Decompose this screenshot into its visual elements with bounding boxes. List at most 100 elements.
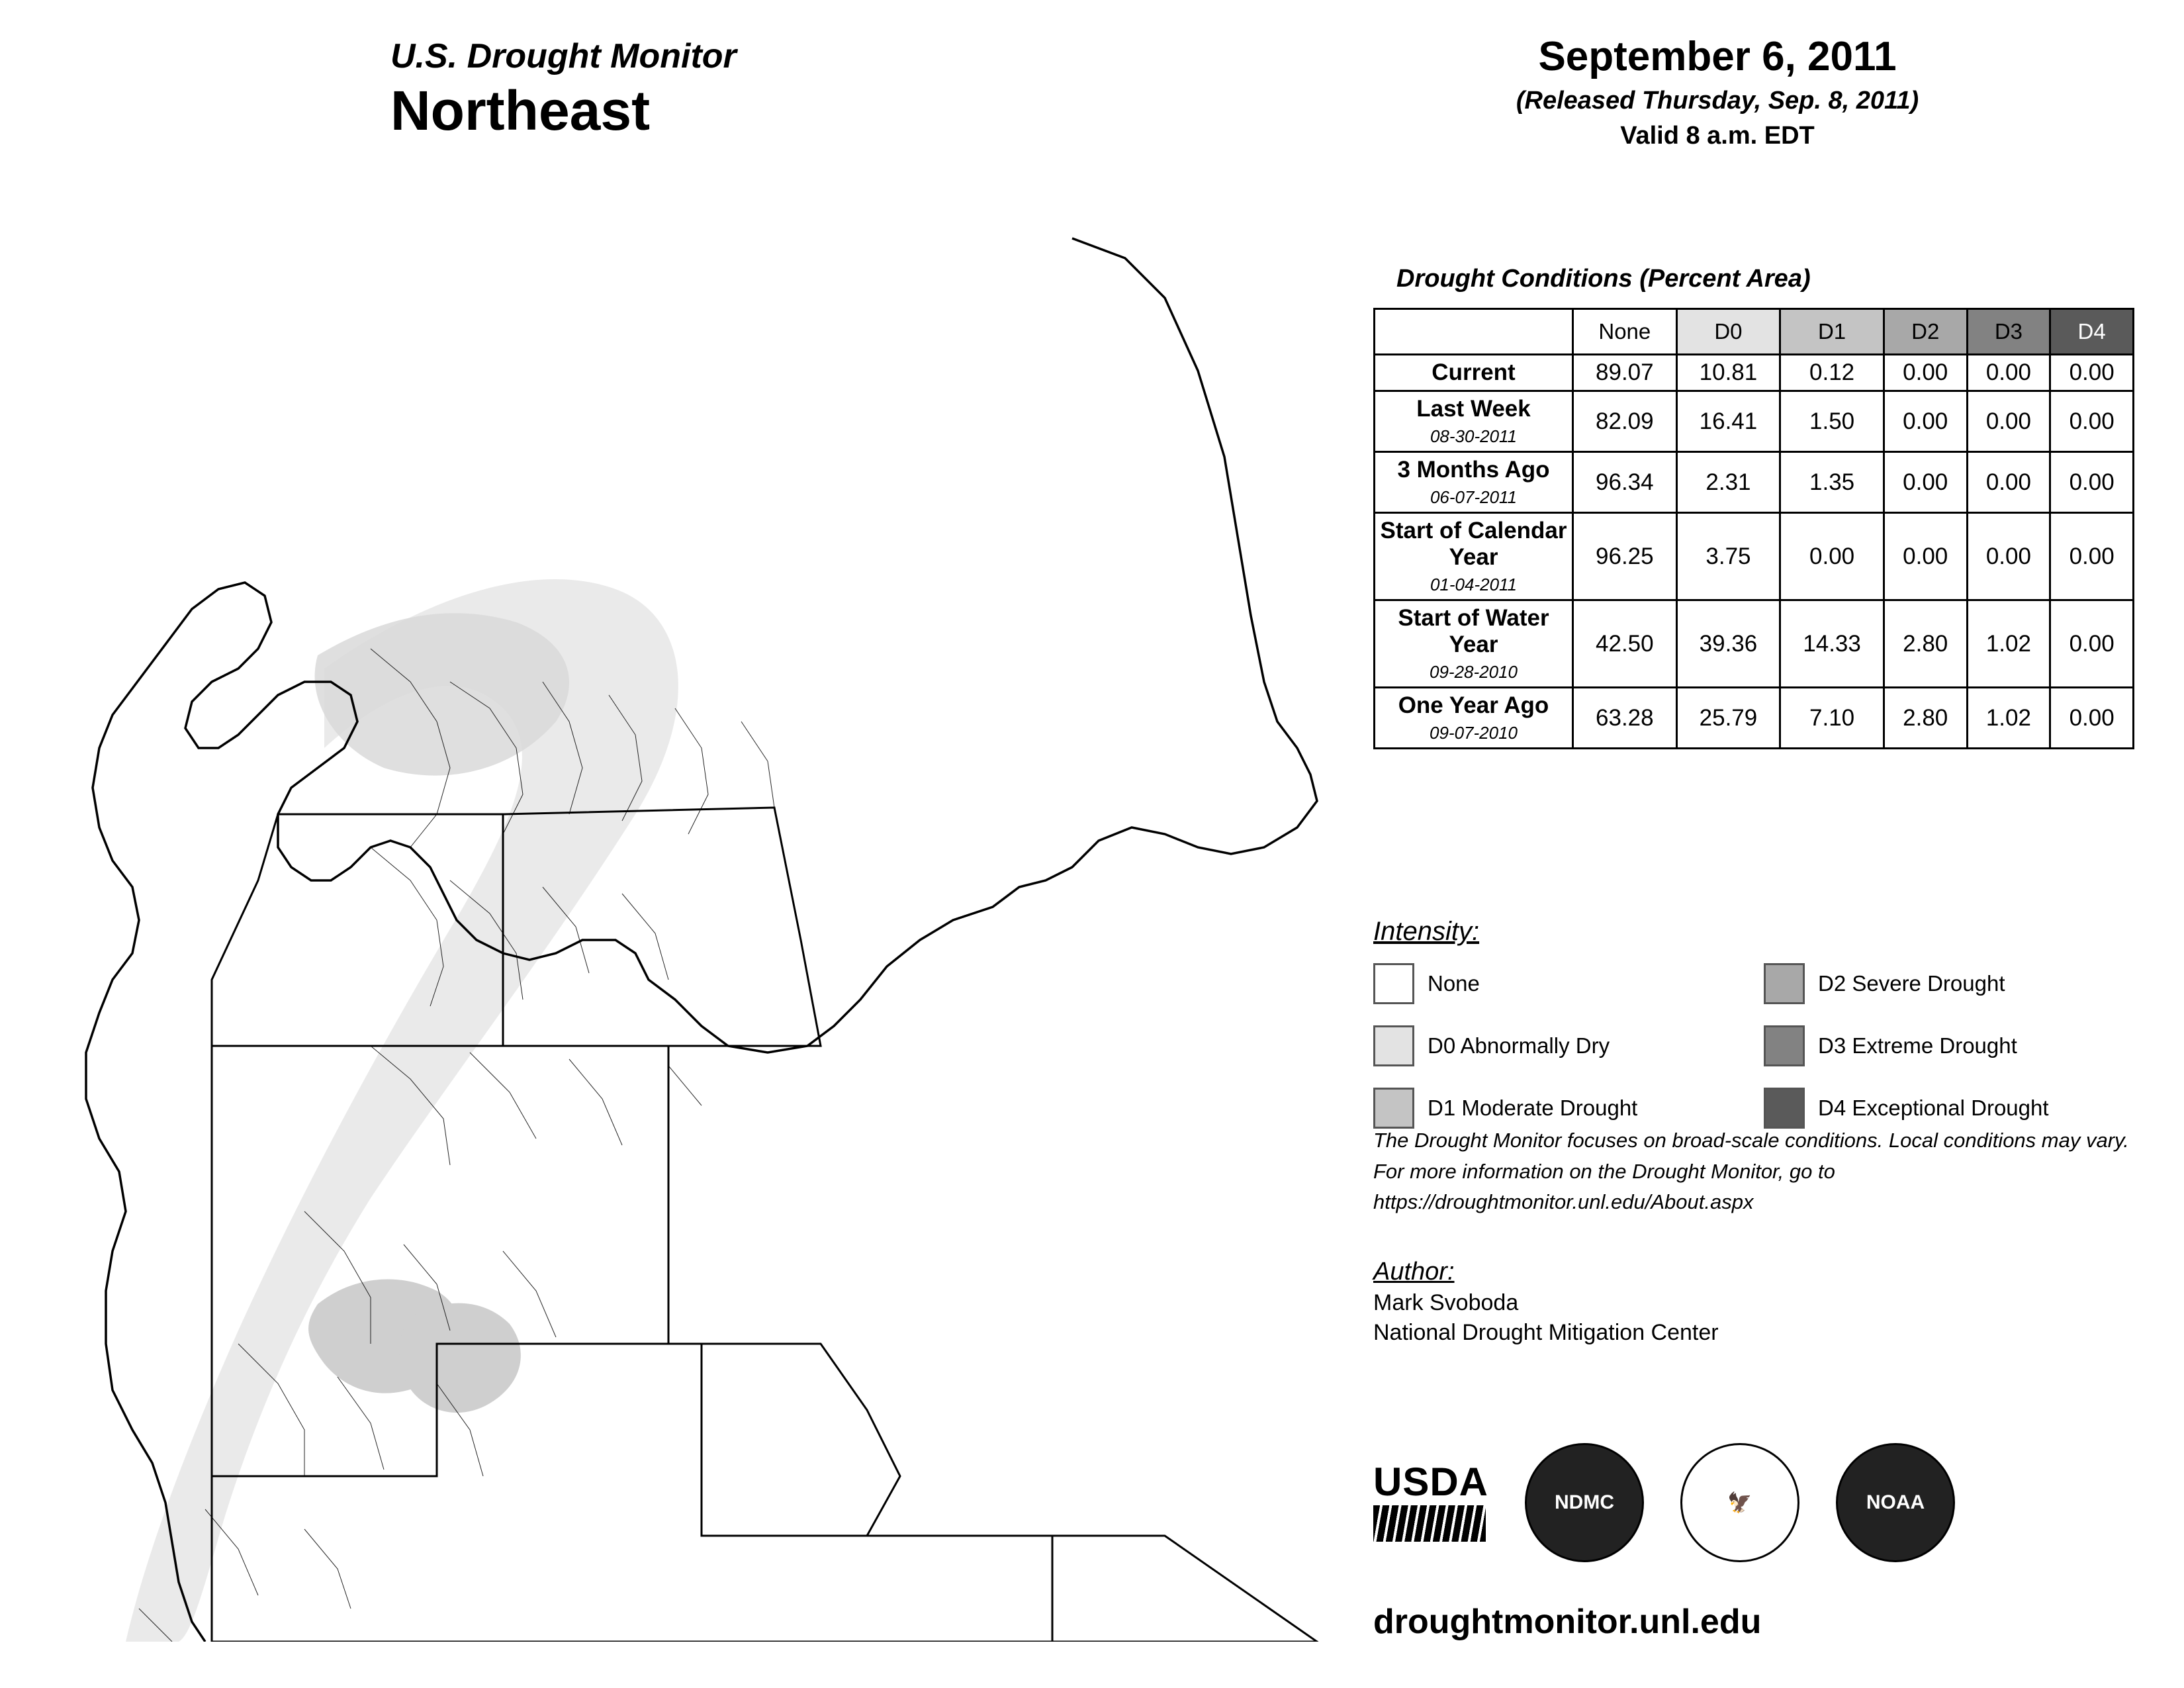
value-year-d4: 0.00 — [2050, 688, 2134, 749]
drought-conditions-table: None D0 D1 D2 D3 D4 Current 89.07 10.81 … — [1373, 308, 2134, 749]
value-current-none: 89.07 — [1573, 355, 1677, 391]
legend-swatch-d4 — [1764, 1088, 1805, 1129]
table-title: Drought Conditions (Percent Area) — [1396, 265, 1811, 293]
row-label-startwater: Start of Water Year — [1398, 605, 1549, 657]
report-released: (Released Thursday, Sep. 8, 2011) — [1387, 87, 2048, 115]
col-header-none: None — [1573, 309, 1677, 355]
row-sublabel-startwater: 09-28-2010 — [1378, 662, 1569, 682]
row-label-oneyearago: One Year Ago — [1398, 692, 1549, 718]
value-3mo-d2: 0.00 — [1884, 452, 1967, 513]
noaa-logo: NOAA — [1836, 1443, 1955, 1562]
value-water-d0: 39.36 — [1676, 600, 1780, 688]
col-header-d0: D0 — [1676, 309, 1780, 355]
table-row-startwater: Start of Water Year 09-28-2010 42.50 39.… — [1375, 600, 2134, 688]
value-water-none: 42.50 — [1573, 600, 1677, 688]
legend-item-d1: D1 Moderate Drought — [1373, 1088, 1637, 1129]
agency-logos: USDA NDMC 🦅 NOAA — [1373, 1443, 2134, 1562]
value-lastweek-d2: 0.00 — [1884, 391, 1967, 452]
legend-swatch-d1 — [1373, 1088, 1414, 1129]
author-block: Author: Mark Svoboda National Drought Mi… — [1373, 1258, 1719, 1346]
author-name: Mark Svoboda — [1373, 1290, 1719, 1316]
legend-swatch-d3 — [1764, 1025, 1805, 1066]
author-label: Author: — [1373, 1258, 1719, 1286]
value-cal-d2: 0.00 — [1884, 513, 1967, 600]
value-year-d2: 2.80 — [1884, 688, 1967, 749]
legend-item-d0: D0 Abnormally Dry — [1373, 1025, 1637, 1066]
value-cal-d0: 3.75 — [1676, 513, 1780, 600]
legend-label-d3: D3 Extreme Drought — [1818, 1033, 2017, 1058]
legend-swatch-d0 — [1373, 1025, 1414, 1066]
row-sublabel-startcalendar: 01-04-2011 — [1378, 575, 1569, 595]
value-current-d3: 0.00 — [1967, 355, 2050, 391]
row-label-3monthsago: 3 Months Ago — [1397, 457, 1549, 483]
table-row-lastweek: Last Week 08-30-2011 82.09 16.41 1.50 0.… — [1375, 391, 2134, 452]
title-line2: Northeast — [390, 79, 737, 143]
value-water-d4: 0.00 — [2050, 600, 2134, 688]
legend-item-d3: D3 Extreme Drought — [1764, 1025, 2049, 1066]
legend-column-right: D2 Severe Drought D3 Extreme Drought D4 … — [1764, 963, 2049, 1150]
value-3mo-d4: 0.00 — [2050, 452, 2134, 513]
ndmc-logo: NDMC — [1525, 1443, 1644, 1562]
value-water-d1: 14.33 — [1780, 600, 1884, 688]
title-line1: U.S. Drought Monitor — [390, 36, 737, 76]
value-lastweek-d3: 0.00 — [1967, 391, 2050, 452]
table-row-oneyearago: One Year Ago 09-07-2010 63.28 25.79 7.10… — [1375, 688, 2134, 749]
author-org: National Drought Mitigation Center — [1373, 1320, 1719, 1346]
disclaimer-text: The Drought Monitor focuses on broad-sca… — [1373, 1125, 2154, 1218]
col-header-d4: D4 — [2050, 309, 2134, 355]
legend-swatch-d2 — [1764, 963, 1805, 1004]
report-date: September 6, 2011 — [1387, 33, 2048, 80]
value-lastweek-d0: 16.41 — [1676, 391, 1780, 452]
legend-item-d4: D4 Exceptional Drought — [1764, 1088, 2049, 1129]
value-3mo-d3: 0.00 — [1967, 452, 2050, 513]
value-current-d1: 0.12 — [1780, 355, 1884, 391]
legend-item-d2: D2 Severe Drought — [1764, 963, 2049, 1004]
value-current-d4: 0.00 — [2050, 355, 2134, 391]
legend-label-d0: D0 Abnormally Dry — [1428, 1033, 1610, 1058]
value-cal-d1: 0.00 — [1780, 513, 1884, 600]
value-lastweek-d4: 0.00 — [2050, 391, 2134, 452]
usda-logo: USDA — [1373, 1464, 1488, 1542]
row-sublabel-3monthsago: 06-07-2011 — [1378, 487, 1569, 508]
value-3mo-d0: 2.31 — [1676, 452, 1780, 513]
legend-label-none: None — [1428, 971, 1480, 996]
col-header-d1: D1 — [1780, 309, 1884, 355]
intensity-label: Intensity: — [1373, 917, 1479, 947]
table-row-3monthsago: 3 Months Ago 06-07-2011 96.34 2.31 1.35 … — [1375, 452, 2134, 513]
northeast-drought-map — [40, 218, 1337, 1642]
row-label-current: Current — [1432, 359, 1515, 385]
value-cal-d4: 0.00 — [2050, 513, 2134, 600]
value-year-none: 63.28 — [1573, 688, 1677, 749]
value-lastweek-none: 82.09 — [1573, 391, 1677, 452]
col-header-d3: D3 — [1967, 309, 2050, 355]
legend-label-d4: D4 Exceptional Drought — [1818, 1096, 2049, 1121]
legend-label-d1: D1 Moderate Drought — [1428, 1096, 1637, 1121]
value-year-d0: 25.79 — [1676, 688, 1780, 749]
col-header-d2: D2 — [1884, 309, 1967, 355]
legend-column-left: None D0 Abnormally Dry D1 Moderate Droug… — [1373, 963, 1637, 1150]
legend-swatch-none — [1373, 963, 1414, 1004]
value-3mo-d1: 1.35 — [1780, 452, 1884, 513]
value-current-d2: 0.00 — [1884, 355, 1967, 391]
site-url: droughtmonitor.unl.edu — [1373, 1602, 1761, 1642]
header-title-block: U.S. Drought Monitor Northeast — [390, 36, 737, 143]
value-year-d1: 7.10 — [1780, 688, 1884, 749]
table-row-startcalendar: Start of Calendar Year 01-04-2011 96.25 … — [1375, 513, 2134, 600]
value-current-d0: 10.81 — [1676, 355, 1780, 391]
legend-label-d2: D2 Severe Drought — [1818, 971, 2005, 996]
value-water-d2: 2.80 — [1884, 600, 1967, 688]
value-lastweek-d1: 1.50 — [1780, 391, 1884, 452]
row-sublabel-lastweek: 08-30-2011 — [1378, 426, 1569, 447]
value-year-d3: 1.02 — [1967, 688, 2050, 749]
row-label-startcalendar: Start of Calendar Year — [1381, 518, 1567, 570]
legend-item-none: None — [1373, 963, 1637, 1004]
value-water-d3: 1.02 — [1967, 600, 2050, 688]
row-sublabel-oneyearago: 09-07-2010 — [1378, 723, 1569, 743]
value-cal-d3: 0.00 — [1967, 513, 2050, 600]
value-cal-none: 96.25 — [1573, 513, 1677, 600]
doc-logo: 🦅 — [1680, 1443, 1799, 1562]
value-3mo-none: 96.34 — [1573, 452, 1677, 513]
row-label-lastweek: Last Week — [1416, 396, 1531, 422]
table-row-current: Current 89.07 10.81 0.12 0.00 0.00 0.00 — [1375, 355, 2134, 391]
report-valid: Valid 8 a.m. EDT — [1387, 122, 2048, 150]
